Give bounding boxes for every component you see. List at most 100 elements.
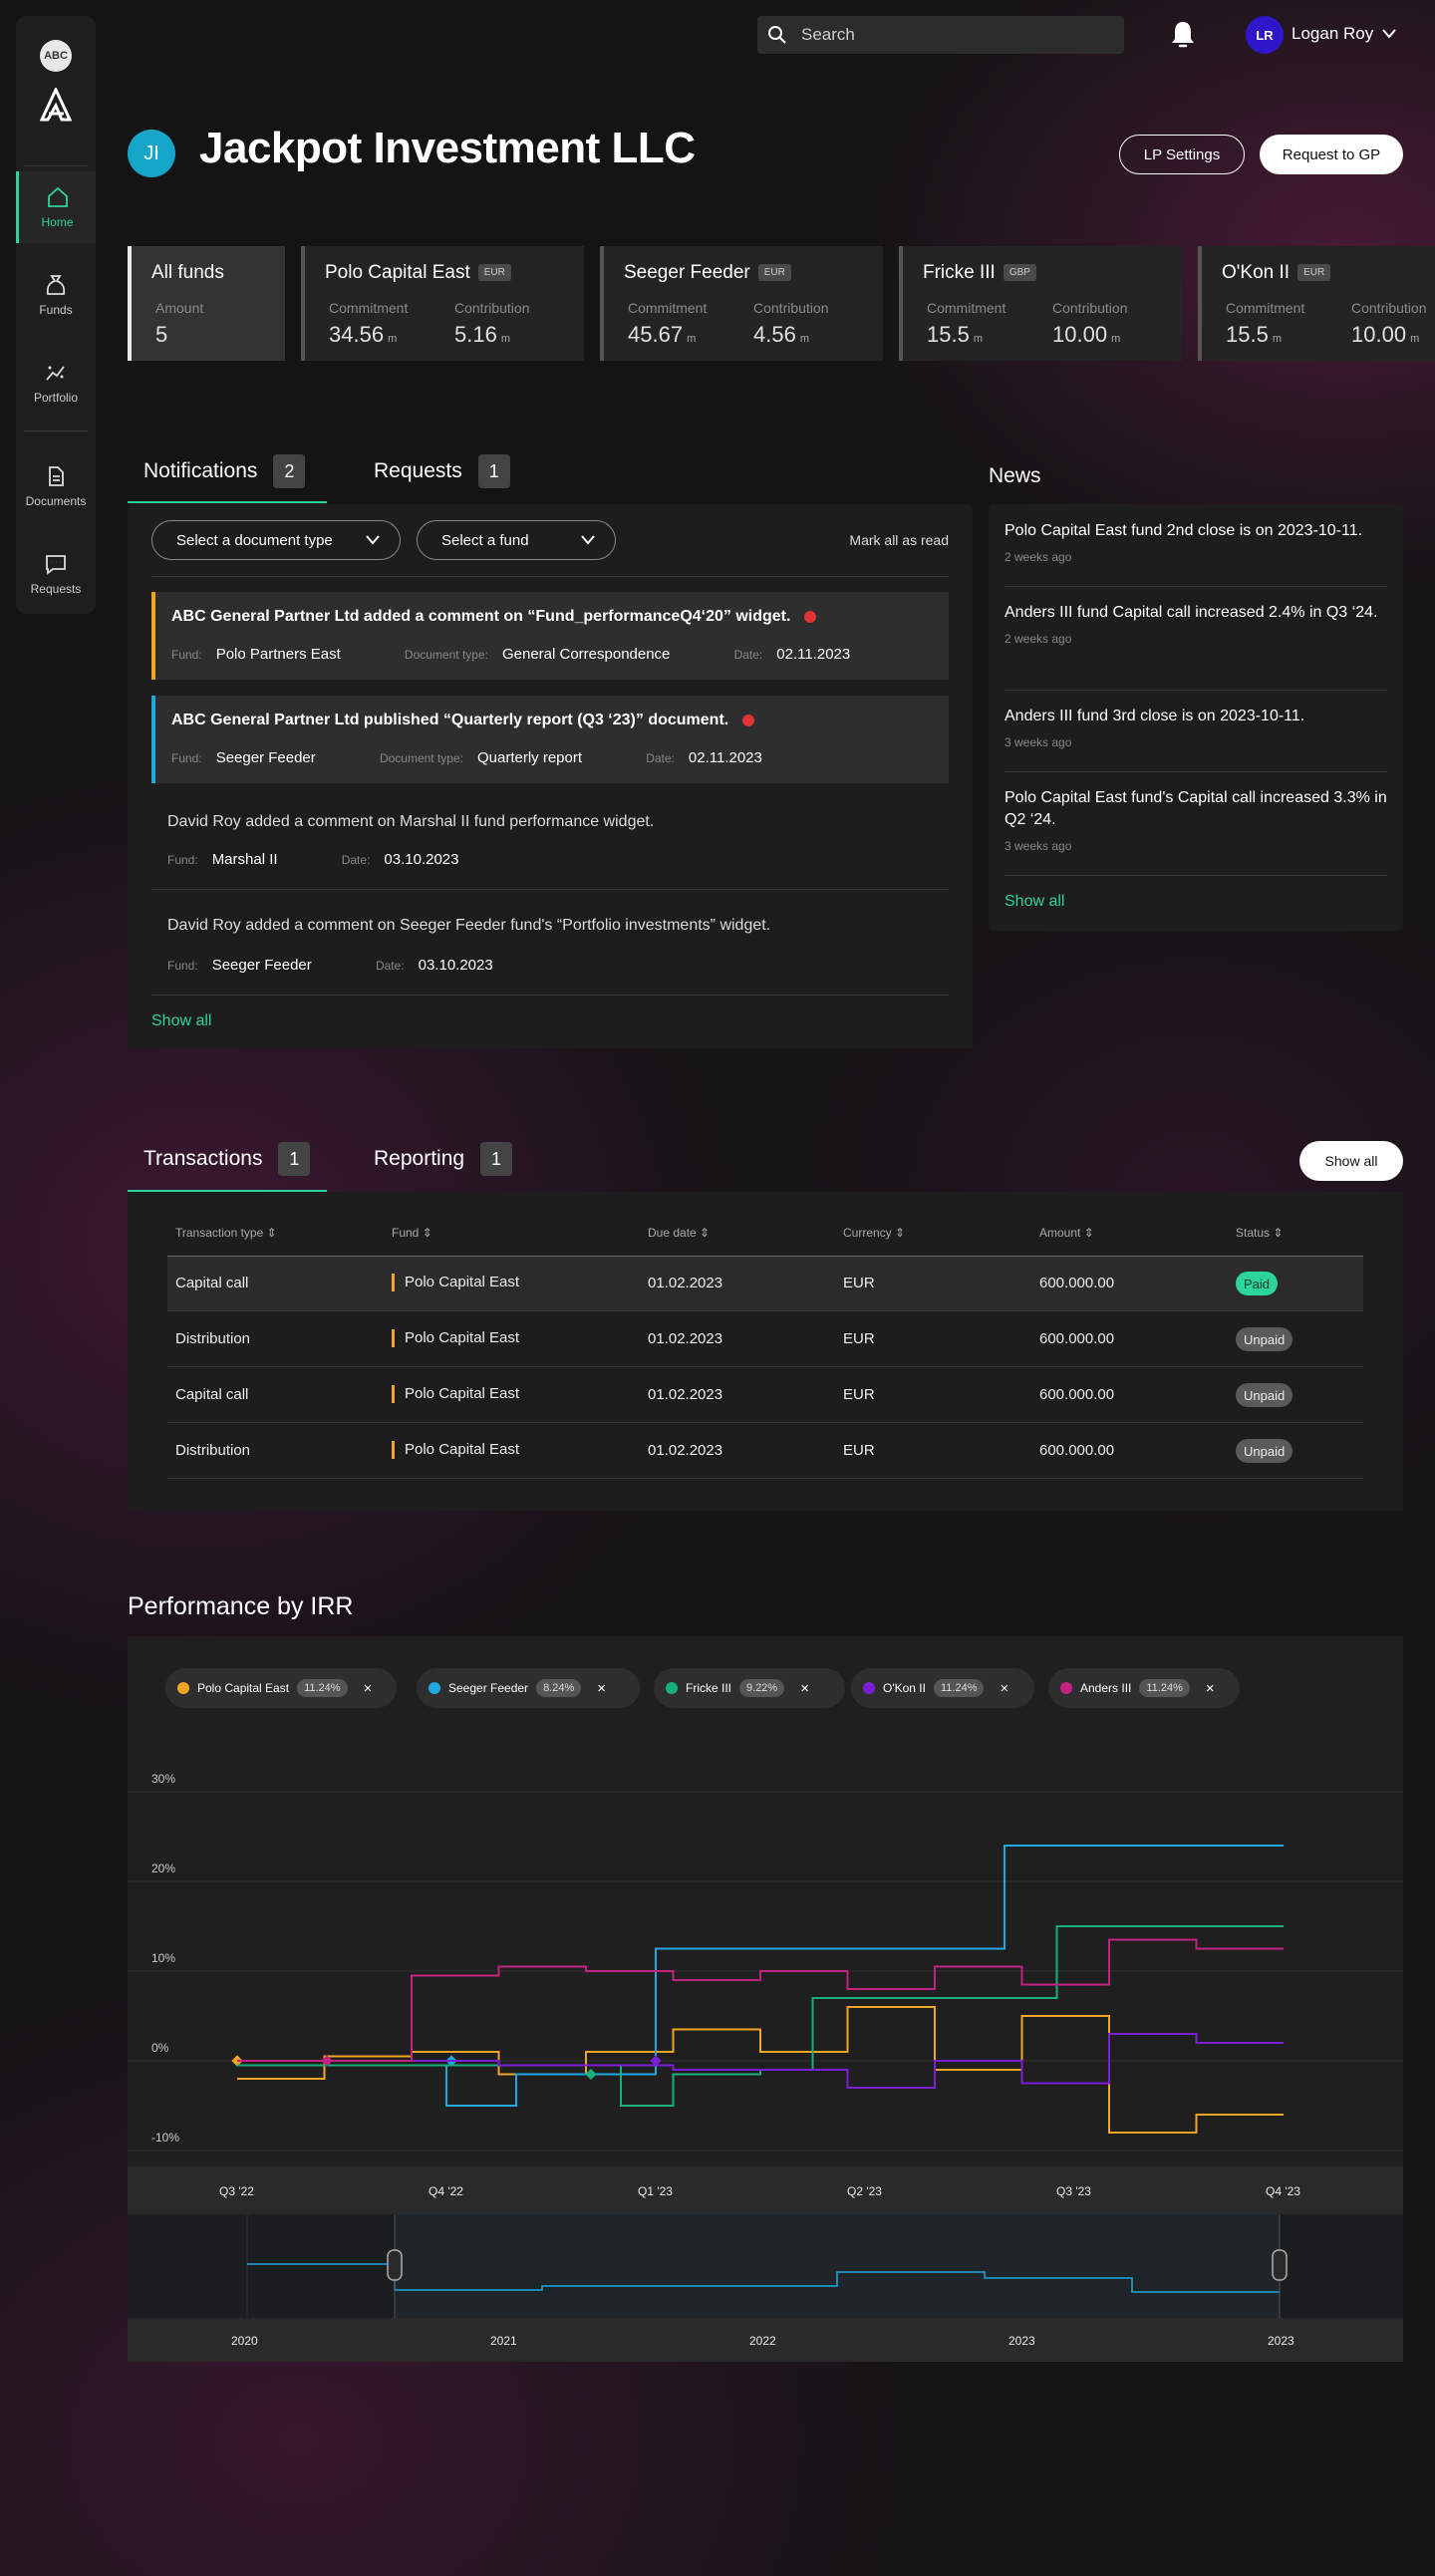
series-color-dot bbox=[863, 1682, 875, 1694]
unit-label: m bbox=[687, 333, 697, 345]
request-to-gp-button[interactable]: Request to GP bbox=[1260, 135, 1403, 174]
divider bbox=[1004, 690, 1387, 691]
bell-icon[interactable] bbox=[1166, 18, 1200, 52]
range-handle-right[interactable] bbox=[1272, 2249, 1288, 2281]
portfolio-icon bbox=[46, 366, 65, 381]
series-line[interactable] bbox=[237, 1925, 1284, 2107]
sidebar-item-portfolio[interactable]: Portfolio bbox=[16, 347, 96, 419]
series-line[interactable] bbox=[237, 1938, 1284, 2062]
unread-dot bbox=[804, 610, 817, 623]
news-panel: Polo Capital East fund 2nd close is on 2… bbox=[989, 504, 1403, 931]
count-badge: 1 bbox=[480, 1142, 513, 1176]
unit-label: m bbox=[1410, 333, 1420, 345]
column-header-type[interactable]: Transaction type ⇕ bbox=[175, 1226, 277, 1240]
cell-fund: Polo Capital East bbox=[392, 1441, 519, 1460]
range-handle-left[interactable] bbox=[387, 2249, 403, 2281]
show-all-notifications-link[interactable]: Show all bbox=[151, 1012, 212, 1029]
cell-amount: 600.000.00 bbox=[1039, 1442, 1115, 1459]
notification-item[interactable]: David Roy added a comment on Seeger Feed… bbox=[151, 903, 949, 999]
notification-text: David Roy added a comment on Marshal II … bbox=[167, 813, 655, 830]
user-name[interactable]: Logan Roy bbox=[1292, 24, 1374, 43]
column-header-status[interactable]: Status ⇕ bbox=[1236, 1226, 1284, 1240]
range-navigator[interactable] bbox=[128, 2214, 1403, 2318]
sidebar-item-documents[interactable]: Documents bbox=[16, 450, 96, 522]
series-line[interactable] bbox=[237, 2033, 1284, 2089]
status-badge: Unpaid bbox=[1236, 1383, 1293, 1407]
x-tick-label: Q3 '23 bbox=[1056, 2184, 1091, 2198]
lp-settings-button[interactable]: LP Settings bbox=[1119, 135, 1245, 174]
amount-value: 5 bbox=[155, 322, 168, 347]
sidebar-item-funds[interactable]: Funds bbox=[16, 259, 96, 331]
close-icon[interactable]: × bbox=[1000, 1679, 1009, 1697]
cell-currency: EUR bbox=[843, 1386, 875, 1403]
series-chip[interactable]: Seeger Feeder 8.24% × bbox=[417, 1668, 640, 1708]
sidebar: ABC Home Funds Portfolio Documents Reque… bbox=[16, 16, 96, 614]
column-header-amount[interactable]: Amount ⇕ bbox=[1039, 1226, 1094, 1240]
fund-card-all[interactable]: All funds Amount 5 bbox=[128, 246, 285, 361]
amount-label: Amount bbox=[155, 300, 204, 316]
irr-badge: 11.24% bbox=[933, 1679, 985, 1697]
fund-card[interactable]: Seeger Feeder EUR Commitment Contribution… bbox=[600, 246, 883, 361]
status-badge: Paid bbox=[1236, 1272, 1279, 1295]
news-item[interactable]: Polo Capital East fund's Capital call in… bbox=[1004, 787, 1387, 853]
mark-all-read-link[interactable]: Mark all as read bbox=[849, 532, 949, 548]
table-row[interactable]: Capital call Polo Capital East 01.02.202… bbox=[167, 1368, 1363, 1423]
active-tab-indicator bbox=[128, 501, 327, 503]
x-tick-label: Q1 '23 bbox=[638, 2184, 673, 2198]
close-icon[interactable]: × bbox=[363, 1679, 373, 1697]
close-icon[interactable]: × bbox=[800, 1679, 809, 1697]
contribution-value: 10.00 bbox=[1351, 322, 1407, 347]
unit-label: m bbox=[973, 333, 983, 345]
tab-reporting[interactable]: Reporting 1 bbox=[374, 1142, 513, 1176]
fund-card[interactable]: Fricke III GBP Commitment Contribution 15… bbox=[899, 246, 1182, 361]
irr-badge: 8.24% bbox=[536, 1679, 582, 1697]
cell-due-date: 01.02.2023 bbox=[648, 1330, 723, 1347]
home-icon bbox=[47, 186, 68, 207]
close-icon[interactable]: × bbox=[597, 1679, 607, 1697]
series-color-dot bbox=[1060, 1682, 1072, 1694]
commitment-label: Commitment bbox=[1226, 300, 1305, 316]
date-label: Date: bbox=[646, 751, 675, 765]
column-header-fund[interactable]: Fund ⇕ bbox=[392, 1226, 432, 1240]
tab-requests[interactable]: Requests 1 bbox=[374, 454, 510, 488]
series-chip[interactable]: Fricke III 9.22% × bbox=[654, 1668, 845, 1708]
y-tick-label: -10% bbox=[151, 2131, 180, 2145]
tab-notifications[interactable]: Notifications 2 bbox=[144, 454, 306, 488]
news-item[interactable]: Polo Capital East fund 2nd close is on 2… bbox=[1004, 520, 1387, 564]
series-start-marker bbox=[650, 2055, 662, 2067]
news-item[interactable]: Anders III fund 3rd close is on 2023-10-… bbox=[1004, 706, 1387, 749]
series-name: Seeger Feeder bbox=[448, 1681, 529, 1695]
sidebar-item-requests[interactable]: Requests bbox=[16, 538, 96, 610]
tab-transactions[interactable]: Transactions 1 bbox=[144, 1142, 311, 1176]
series-chip[interactable]: Anders III 11.24% × bbox=[1048, 1668, 1240, 1708]
chevron-down-icon[interactable] bbox=[1381, 28, 1397, 40]
status-badge: Unpaid bbox=[1236, 1439, 1293, 1463]
column-header-due-date[interactable]: Due date ⇕ bbox=[648, 1226, 711, 1240]
cell-fund: Polo Capital East bbox=[392, 1274, 519, 1292]
table-row[interactable]: Distribution Polo Capital East 01.02.202… bbox=[167, 1424, 1363, 1479]
tab-label: Reporting bbox=[374, 1147, 465, 1170]
commitment-label: Commitment bbox=[927, 300, 1006, 316]
show-all-news-link[interactable]: Show all bbox=[1004, 893, 1065, 910]
avatar[interactable]: LR bbox=[1246, 16, 1284, 54]
show-all-transactions-button[interactable]: Show all bbox=[1299, 1141, 1403, 1181]
series-chip[interactable]: Polo Capital East 11.24% × bbox=[165, 1668, 397, 1708]
sidebar-item-label: Home bbox=[41, 215, 74, 229]
news-item[interactable]: Anders III fund Capital call increased 2… bbox=[1004, 602, 1387, 646]
notification-item[interactable]: ABC General Partner Ltd published “Quart… bbox=[151, 696, 949, 783]
fund-card[interactable]: Polo Capital East EUR Commitment Contribu… bbox=[301, 246, 584, 361]
notification-item[interactable]: David Roy added a comment on Marshal II … bbox=[151, 799, 949, 895]
column-header-currency[interactable]: Currency ⇕ bbox=[843, 1226, 906, 1240]
search-input[interactable]: Search bbox=[757, 16, 1124, 54]
sidebar-item-home[interactable]: Home bbox=[16, 171, 96, 243]
fund-card[interactable]: O'Kon II EUR Commitment Contribution 15.5… bbox=[1198, 246, 1435, 361]
series-chip[interactable]: O'Kon II 11.24% × bbox=[851, 1668, 1034, 1708]
date-value: 03.10.2023 bbox=[384, 851, 459, 868]
table-row[interactable]: Capital call Polo Capital East 01.02.202… bbox=[167, 1257, 1363, 1311]
close-icon[interactable]: × bbox=[1205, 1679, 1215, 1697]
fund-select[interactable]: Select a fund bbox=[417, 520, 616, 560]
document-type-select[interactable]: Select a document type bbox=[151, 520, 401, 560]
table-row[interactable]: Distribution Polo Capital East 01.02.202… bbox=[167, 1312, 1363, 1367]
news-timestamp: 2 weeks ago bbox=[1004, 632, 1072, 646]
notification-item[interactable]: ABC General Partner Ltd added a comment … bbox=[151, 592, 949, 680]
